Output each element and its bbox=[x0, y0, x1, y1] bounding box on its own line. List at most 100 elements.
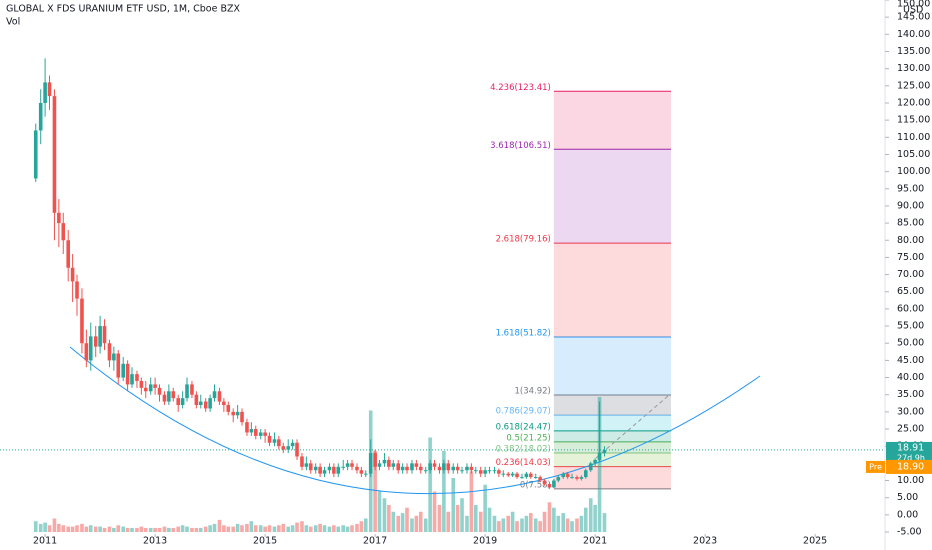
volume-bar bbox=[272, 526, 277, 532]
candle-body bbox=[66, 240, 71, 268]
fib-zone bbox=[553, 394, 672, 416]
volume-bar bbox=[451, 478, 456, 532]
volume-bar bbox=[446, 511, 451, 532]
y-tick-label: 100.00 bbox=[897, 166, 930, 177]
volume-bar bbox=[148, 527, 153, 532]
volume-bar bbox=[38, 523, 43, 532]
fib-label: 0.786(29.07) bbox=[496, 407, 551, 417]
volume-bar bbox=[217, 519, 222, 532]
candle-body bbox=[130, 374, 134, 385]
volume-bar bbox=[355, 523, 359, 532]
volume-bar bbox=[176, 526, 181, 532]
fib-zone bbox=[553, 243, 672, 337]
y-tick-label: 70.00 bbox=[897, 269, 924, 280]
candle-body bbox=[263, 432, 267, 436]
fib-zone bbox=[553, 430, 672, 442]
y-tick-label: 25.00 bbox=[897, 424, 924, 435]
volume-bar bbox=[231, 526, 236, 532]
countdown-label: 27d 9h bbox=[897, 453, 925, 462]
candle-body bbox=[377, 463, 382, 467]
y-tick-label: 95.00 bbox=[897, 183, 924, 194]
y-tick-label: 85.00 bbox=[897, 218, 924, 229]
last-price-box bbox=[886, 441, 932, 464]
volume-bar bbox=[382, 498, 387, 532]
y-tick-label: 80.00 bbox=[897, 235, 924, 246]
volume-bar bbox=[373, 451, 377, 532]
candle-body bbox=[245, 422, 249, 433]
volume-bar bbox=[235, 523, 240, 532]
candle-body bbox=[208, 398, 212, 409]
candle-body bbox=[373, 453, 377, 467]
volume-bar bbox=[528, 513, 533, 532]
volume-bar bbox=[75, 525, 79, 532]
volume-bar bbox=[478, 511, 483, 532]
volume-bar bbox=[428, 437, 432, 532]
candle-body bbox=[198, 401, 203, 406]
volume-bar bbox=[552, 507, 556, 532]
candle-body bbox=[148, 384, 153, 392]
volume-bar bbox=[350, 525, 354, 532]
volume-bar bbox=[121, 526, 126, 532]
candle-body bbox=[391, 463, 396, 467]
candle-body bbox=[116, 353, 121, 378]
volume-bar bbox=[318, 523, 322, 532]
candle-body bbox=[533, 477, 538, 479]
volume-bar bbox=[520, 518, 524, 532]
candles bbox=[33, 58, 607, 489]
y-tick-label: 60.00 bbox=[897, 303, 924, 314]
volume-bar bbox=[194, 527, 199, 532]
candle-body bbox=[143, 387, 148, 392]
volume-bar bbox=[70, 526, 75, 532]
candle-body bbox=[382, 459, 387, 464]
volume-bar bbox=[405, 507, 409, 532]
y-tick-label: 105.00 bbox=[897, 149, 930, 160]
y-tick-label: 10.00 bbox=[897, 475, 924, 486]
fib-label: 0.236(14.03) bbox=[496, 458, 551, 468]
candle-body bbox=[565, 473, 570, 478]
candle-body bbox=[552, 480, 556, 488]
volume-bar bbox=[43, 522, 47, 532]
candle-body bbox=[171, 391, 176, 399]
volume-bar bbox=[579, 515, 584, 532]
y-tick-label: 115.00 bbox=[897, 115, 930, 126]
candle-body bbox=[162, 394, 167, 402]
volume-bar bbox=[341, 525, 346, 532]
volume-bar bbox=[304, 525, 309, 532]
curve-drawing bbox=[69, 346, 761, 495]
candle-body bbox=[277, 439, 281, 447]
candle-body bbox=[455, 466, 460, 471]
candle-body bbox=[469, 466, 474, 471]
volume-bar bbox=[542, 511, 547, 532]
volume-bar bbox=[345, 526, 350, 532]
volume-bar bbox=[391, 511, 396, 532]
candle-body bbox=[121, 363, 126, 378]
volume-bar bbox=[180, 525, 185, 532]
candle-body bbox=[396, 463, 401, 471]
candle-body bbox=[135, 374, 139, 381]
candle-body bbox=[515, 473, 519, 478]
candle-body bbox=[583, 470, 588, 478]
candle-body bbox=[473, 470, 478, 472]
volume-bar bbox=[469, 471, 474, 532]
candle-body bbox=[240, 411, 244, 423]
volume-bar bbox=[263, 526, 267, 532]
candle-body bbox=[355, 466, 359, 471]
candle-body bbox=[107, 343, 112, 361]
volume-bar bbox=[423, 518, 428, 532]
volume-bar bbox=[593, 505, 597, 532]
candle-body bbox=[528, 473, 533, 478]
candle-body bbox=[231, 411, 236, 416]
volume-bar bbox=[222, 525, 226, 532]
volume-bar bbox=[277, 525, 281, 532]
candle-body bbox=[593, 459, 597, 464]
volume-label: Vol bbox=[6, 17, 20, 28]
volume-bar bbox=[290, 525, 295, 532]
volume-bar bbox=[583, 507, 588, 532]
candle-body bbox=[506, 473, 511, 476]
candle-body bbox=[350, 463, 354, 467]
candle-body bbox=[57, 212, 61, 224]
fib-label: 4.236(123.41) bbox=[490, 83, 551, 93]
fib-zone bbox=[553, 415, 672, 431]
y-tick-label: 50.00 bbox=[897, 338, 924, 349]
volume-bar bbox=[116, 525, 121, 532]
